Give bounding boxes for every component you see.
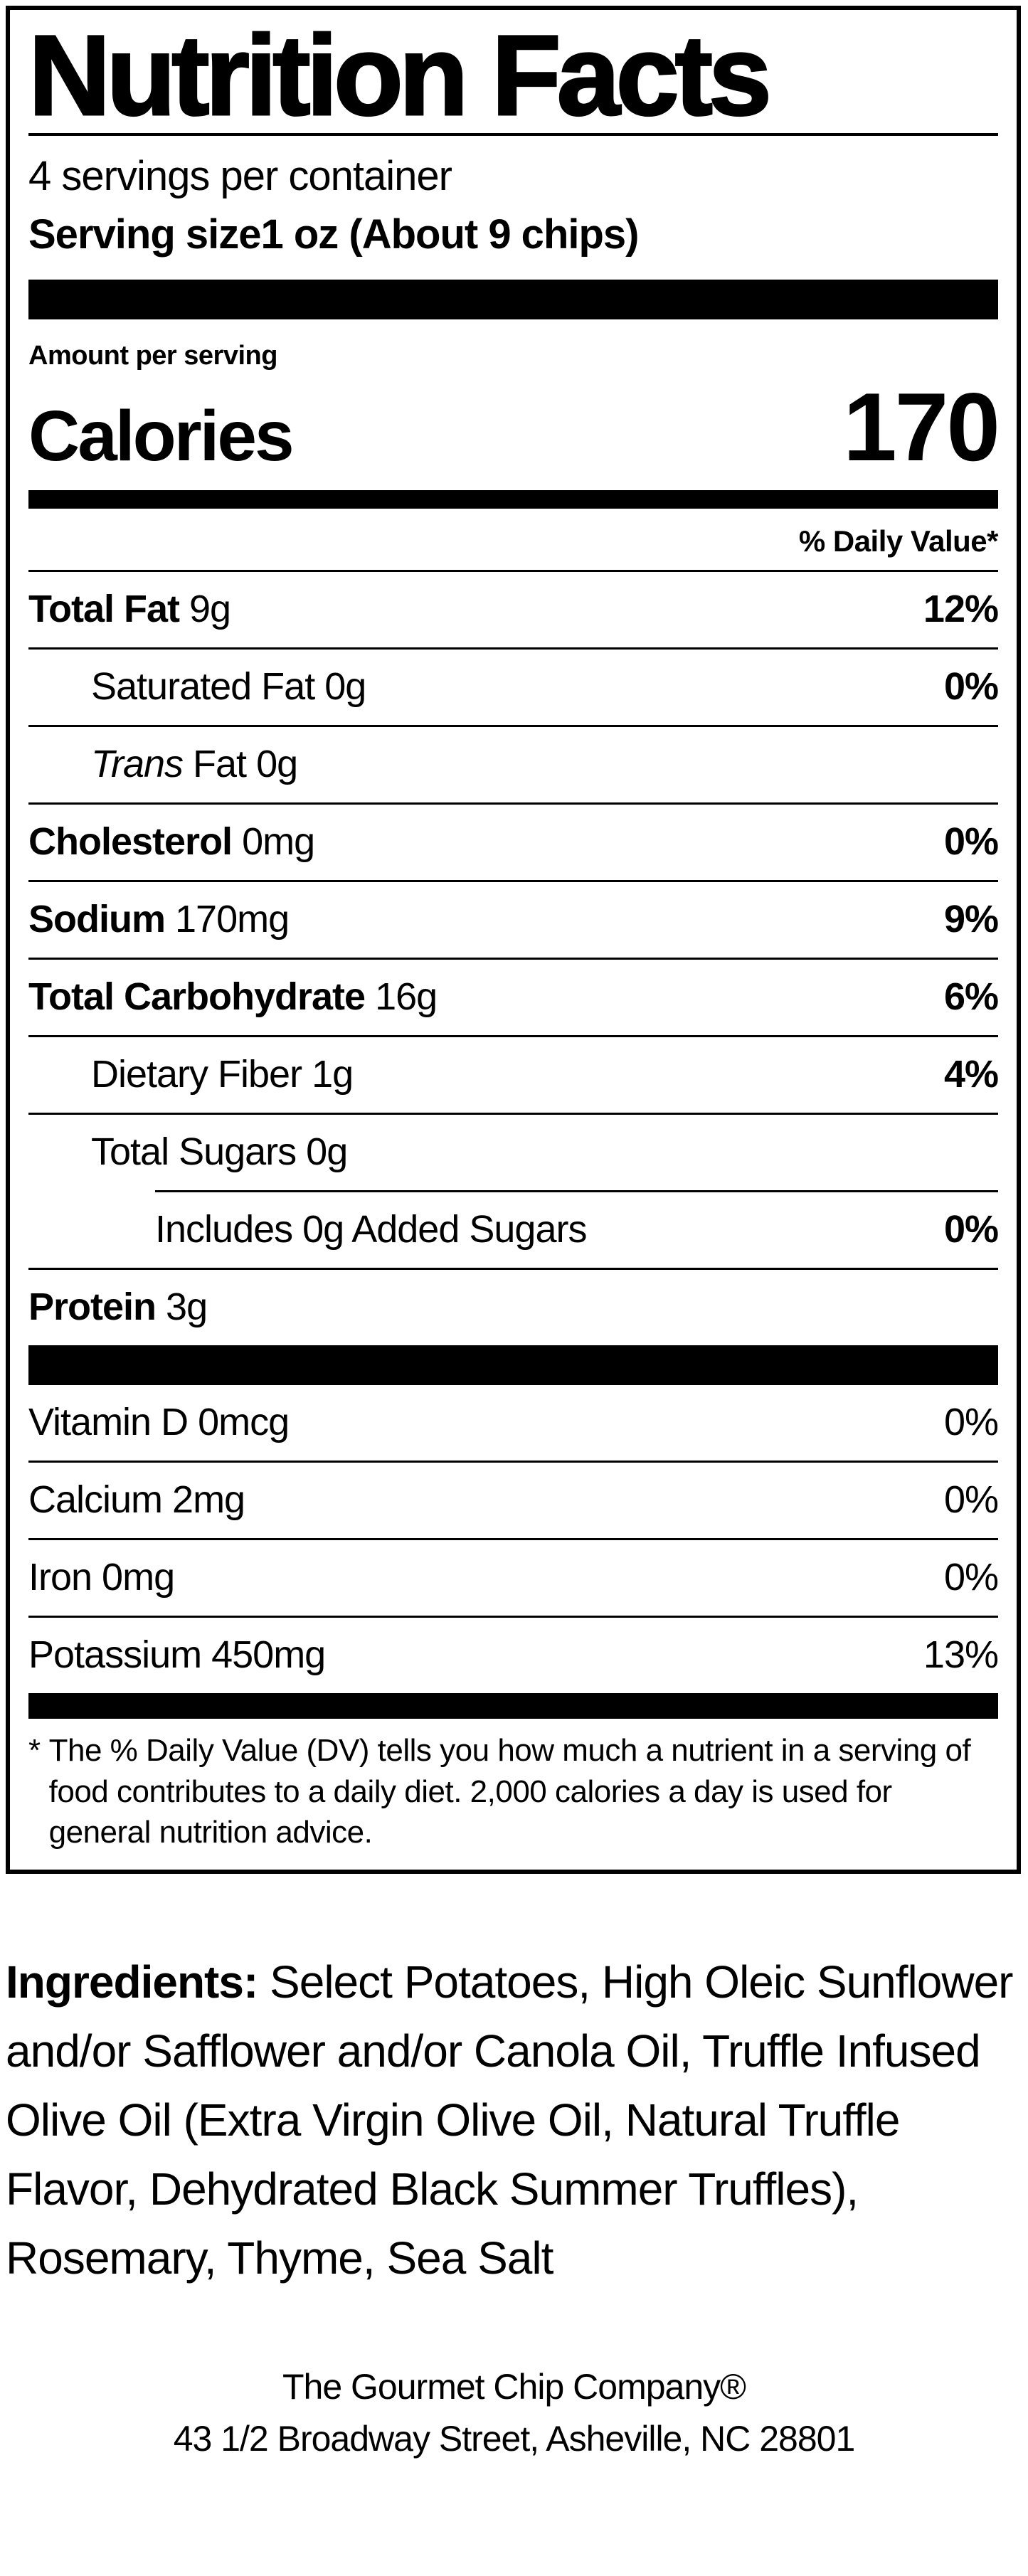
nutrient-row-cholesterol: Cholesterol 0mg 0%: [28, 802, 999, 880]
ingredients-label: Ingredients:: [6, 1956, 258, 2008]
nutrient-row-total-fat: Total Fat 9g 12%: [28, 570, 999, 647]
footnote-bar: [28, 1693, 998, 1719]
label-title: Nutrition Facts: [28, 11, 773, 139]
nutrient-name: Saturated Fat: [91, 665, 315, 709]
nutrient-dv: 9%: [943, 898, 999, 941]
nutrient-amount: 170mg: [175, 898, 290, 941]
nutrient-amount: 0mg: [242, 820, 315, 864]
vitamin-name: Iron 0mg: [28, 1556, 175, 1599]
nutrient-name: Total Sugars: [91, 1130, 297, 1174]
nutrient-name: Fat: [183, 743, 247, 786]
nutrient-amount: 9g: [189, 588, 231, 631]
section-bar-vitamins: [28, 1345, 998, 1386]
nutrient-dv: 0%: [943, 1208, 999, 1251]
nutrition-facts-label: Nutrition Facts 4 servings per container…: [6, 6, 1021, 1875]
daily-value-footnote: * The % Daily Value (DV) tells you how m…: [28, 1719, 998, 1853]
serving-size: Serving size1 oz (About 9 chips): [28, 211, 998, 258]
calories-row: Calories 170: [28, 372, 1000, 481]
nutrient-name: Dietary Fiber: [91, 1053, 302, 1096]
footnote-text: The % Daily Value (DV) tells you how muc…: [48, 1733, 971, 1850]
nutrient-dv: 4%: [943, 1053, 999, 1096]
calories-value: 170: [843, 372, 1000, 481]
nutrient-name: Total Carbohydrate: [28, 975, 366, 1019]
nutrient-dv: 6%: [943, 975, 999, 1019]
nutrient-amount: 0g: [256, 743, 298, 786]
serving-size-value: 1 oz (About 9 chips): [260, 211, 639, 258]
ingredients-paragraph: Ingredients: Select Potatoes, High Oleic…: [6, 1948, 1022, 2293]
serving-size-label: Serving size: [28, 211, 261, 258]
daily-value-header: % Daily Value*: [798, 524, 999, 558]
company-address: 43 1/2 Broadway Street, Asheville, NC 28…: [173, 2419, 856, 2459]
vitamin-dv: 0%: [943, 1401, 999, 1444]
nutrient-name: Protein: [28, 1286, 157, 1329]
nutrient-name-italic: Trans: [91, 743, 184, 786]
vitamin-name: Potassium 450mg: [28, 1633, 326, 1677]
nutrient-row-total-sugars: Total Sugars 0g: [28, 1113, 998, 1190]
nutrient-amount: 1g: [312, 1053, 354, 1096]
vitamin-row-iron: Iron 0mg 0%: [28, 1538, 999, 1616]
manufacturer-footer: The Gourmet Chip Company® 43 1/2 Broadwa…: [0, 2361, 1028, 2465]
vitamin-row-potassium: Potassium 450mg 13%: [28, 1616, 999, 1693]
vitamin-name: Calcium 2mg: [28, 1478, 245, 1522]
vitamin-row-vitamin-d: Vitamin D 0mcg 0%: [28, 1385, 999, 1461]
nutrient-row-protein: Protein 3g: [28, 1268, 998, 1345]
amount-per-serving: Amount per serving: [28, 340, 277, 371]
added-sugars-rule: [155, 1190, 998, 1193]
nutrient-row-trans-fat: Trans Fat 0g: [28, 725, 998, 802]
vitamin-dv: 13%: [923, 1633, 999, 1677]
calories-bar: [28, 490, 998, 509]
section-bar-top: [28, 279, 998, 319]
nutrient-dv: 0%: [943, 820, 999, 864]
nutrient-dv: 12%: [923, 588, 999, 631]
servings-per-container: 4 servings per container: [28, 153, 452, 200]
nutrient-row-total-carbohydrate: Total Carbohydrate 16g 6%: [28, 958, 999, 1035]
nutrient-dv: 0%: [943, 665, 999, 709]
nutrient-name: Cholesterol: [28, 820, 233, 864]
calories-label: Calories: [28, 396, 295, 476]
vitamin-name: Vitamin D 0mcg: [28, 1401, 290, 1444]
nutrient-amount: 0g: [306, 1130, 348, 1174]
nutrient-amount: 16g: [375, 975, 438, 1019]
nutrient-row-sodium: Sodium 170mg 9%: [28, 880, 999, 958]
nutrient-name: Total Fat: [28, 588, 180, 631]
title-rule: [28, 133, 998, 137]
footnote-asterisk: *: [28, 1733, 41, 1769]
vitamin-row-calcium: Calcium 2mg 0%: [28, 1461, 999, 1538]
nutrient-amount: 3g: [166, 1286, 208, 1329]
vitamin-dv: 0%: [943, 1478, 999, 1522]
vitamin-dv: 0%: [943, 1556, 999, 1599]
nutrient-row-dietary-fiber: Dietary Fiber 1g 4%: [28, 1035, 999, 1113]
company-name: The Gourmet Chip Company®: [282, 2367, 746, 2407]
nutrient-name: Includes 0g Added Sugars: [155, 1208, 587, 1251]
nutrient-amount: 0g: [324, 665, 366, 709]
ingredients-text: Select Potatoes, High Oleic Sunflower an…: [6, 1956, 1013, 2284]
nutrient-name: Sodium: [28, 898, 166, 941]
nutrient-row-added-sugars: Includes 0g Added Sugars 0%: [28, 1192, 999, 1268]
nutrient-row-saturated-fat: Saturated Fat 0g 0%: [28, 647, 999, 725]
